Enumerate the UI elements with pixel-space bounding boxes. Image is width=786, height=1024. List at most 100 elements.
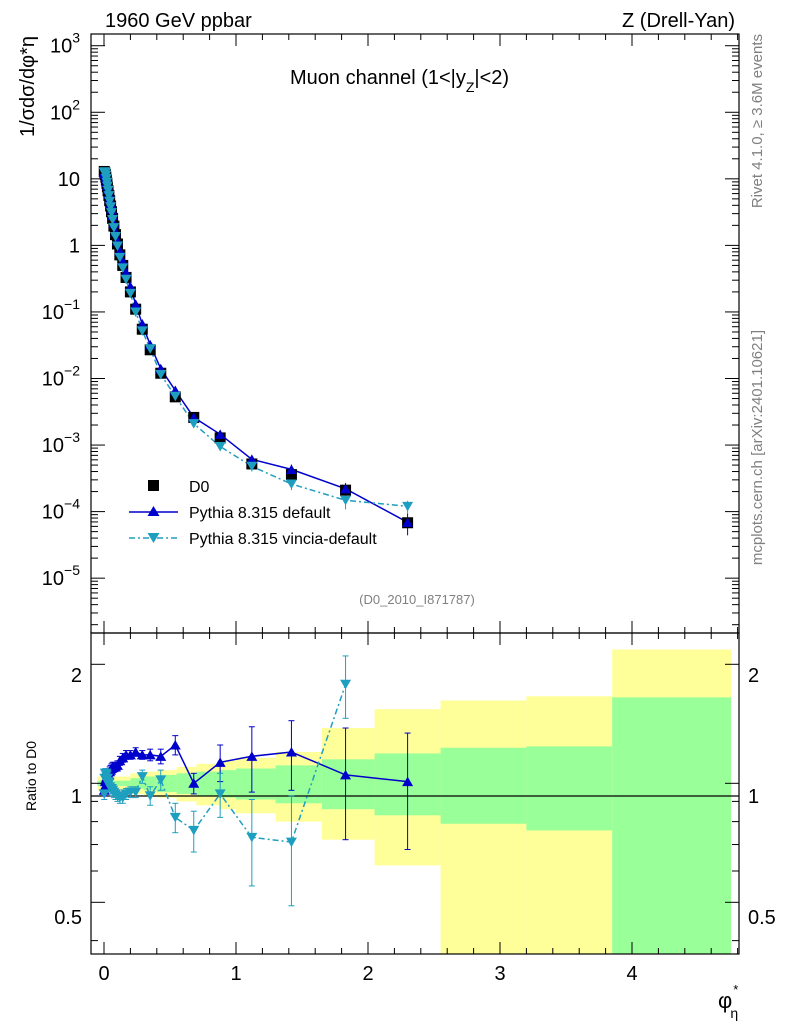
y-tick-label: 10−1: [42, 296, 80, 324]
y-tick-label-base: 10: [50, 36, 72, 58]
main-title-sub: Z: [466, 79, 475, 95]
marker-pythia-vincia: [214, 442, 226, 452]
y-tick-label: 10−3: [42, 429, 80, 457]
marker-pythia-vincia: [107, 214, 119, 225]
marker-pythia-vincia: [120, 274, 132, 285]
x-axis-label-sup: *: [733, 982, 738, 997]
y-tick-label: 102: [50, 96, 80, 124]
legend-marker-d0: [148, 480, 159, 491]
marker-pythia-default: [402, 517, 414, 527]
ratio-ytick-left-05: 0.5: [54, 907, 82, 929]
ratio-ytick-right-2: 2: [748, 665, 759, 687]
y-tick-label: 1: [69, 235, 80, 257]
ratio-marker-pythia-vincia: [285, 837, 297, 848]
marker-d0: [285, 469, 297, 481]
marker-pythia-vincia: [109, 231, 121, 242]
ratio-marker-pythia-default: [340, 769, 352, 780]
y-tick-label-base: 1: [69, 235, 80, 257]
ratio-marker-pythia-vincia: [155, 775, 167, 785]
ratio-ytick-left-2: 2: [71, 665, 82, 687]
ratio-marker-pythia-default: [99, 781, 111, 792]
y-tick-label: 103: [50, 30, 80, 58]
marker-pythia-default: [246, 454, 258, 464]
marker-pythia-vincia: [105, 202, 117, 212]
ratio-marker-pythia-default: [136, 749, 148, 760]
y-tick-label-exp: −3: [64, 429, 80, 445]
legend-label-default: Pythia 8.315 default: [189, 505, 331, 522]
y-tick-label-base: 10: [42, 302, 64, 324]
ratio-frame: [90, 632, 740, 955]
band-inner: [236, 768, 276, 800]
marker-pythia-default: [130, 299, 142, 309]
y-tick-label-exp: −1: [64, 296, 80, 312]
band-inner: [196, 771, 221, 796]
y-tick-label-exp: 2: [72, 96, 80, 112]
marker-pythia-default: [136, 318, 148, 329]
ratio-marker-pythia-vincia: [136, 772, 148, 782]
ratio-uncertainty-bands: [97, 649, 731, 954]
series-line-pythia-vincia: [103, 170, 408, 508]
main-title: Muon channel (1<|yZ|<2): [290, 67, 509, 95]
x-axis-label: φ* η: [718, 982, 738, 1021]
ratio-marker-pythia-vincia: [98, 789, 110, 799]
band-inner: [321, 759, 375, 810]
y-tick-label: 10−5: [42, 562, 80, 590]
ratio-ytick-left-1: 1: [71, 786, 82, 808]
marker-pythia-vincia: [169, 391, 181, 402]
band-inner: [130, 778, 144, 789]
main-title-end: |<2): [474, 67, 509, 89]
band-inner: [143, 776, 157, 791]
ratio-axis-ticks: [91, 633, 739, 954]
marker-pythia-vincia: [114, 252, 126, 263]
x-tick-label-0: 0: [98, 963, 109, 985]
marker-pythia-default: [285, 464, 297, 474]
marker-pythia-vincia: [117, 263, 129, 273]
ratio-marker-pythia-vincia: [144, 791, 156, 801]
y-tick-label-exp: −4: [64, 496, 80, 512]
x-tick-label-1: 1: [230, 963, 241, 985]
side-label-bottom: mcplots.cern.ch [arXiv:2401.10621]: [749, 330, 766, 565]
band-outer: [440, 700, 527, 954]
legend-label-d0: D0: [189, 479, 210, 496]
ratio-series: [98, 655, 414, 907]
y-tick-label-exp: −2: [64, 362, 80, 378]
y-tick-label-base: 10: [42, 568, 64, 590]
ratio-ytick-right-1: 1: [748, 786, 759, 808]
marker-pythia-vincia: [246, 461, 258, 472]
x-tick-label-3: 3: [494, 963, 505, 985]
marker-pythia-vincia: [106, 208, 118, 218]
ratio-marker-pythia-default: [144, 749, 156, 760]
main-title-main: Muon channel (1<|y: [290, 67, 466, 89]
main-y-axis-label: 1/σdσ/dφ*η: [17, 36, 39, 137]
marker-pythia-default: [117, 256, 129, 266]
marker-pythia-default: [340, 483, 352, 494]
band-inner: [275, 765, 322, 804]
legend: D0 Pythia 8.315 default Pythia 8.315 vin…: [129, 479, 377, 548]
y-tick-label: 10−4: [42, 496, 80, 524]
band-inner: [440, 747, 527, 824]
side-label-top: Rivet 4.1.0, ≥ 3.6M events: [749, 34, 766, 208]
ratio-marker-pythia-default: [402, 776, 414, 787]
marker-pythia-vincia: [111, 241, 123, 251]
marker-pythia-vincia: [102, 185, 114, 196]
x-tick-label-4: 4: [626, 963, 637, 985]
marker-pythia-default: [124, 281, 136, 292]
header-left: 1960 GeV ppbar: [105, 10, 252, 32]
ratio-marker-pythia-default: [214, 757, 226, 767]
ratio-marker-pythia-vincia: [214, 789, 226, 799]
ratio-marker-pythia-default: [188, 778, 200, 788]
ratio-ytick-right-05: 0.5: [748, 907, 776, 929]
marker-pythia-vincia: [188, 419, 200, 429]
ratio-marker-pythia-vincia: [246, 832, 258, 843]
legend-marker-vincia: [147, 533, 160, 543]
y-tick-label: 10−2: [42, 362, 80, 390]
marker-pythia-default: [214, 429, 226, 439]
y-tick-label-base: 10: [42, 368, 64, 390]
ratio-marker-pythia-vincia: [188, 825, 200, 836]
y-tick-label: 10: [58, 169, 80, 191]
marker-pythia-vincia: [285, 479, 297, 489]
main-axis-ticks: [91, 34, 739, 633]
marker-pythia-vincia: [144, 344, 156, 354]
